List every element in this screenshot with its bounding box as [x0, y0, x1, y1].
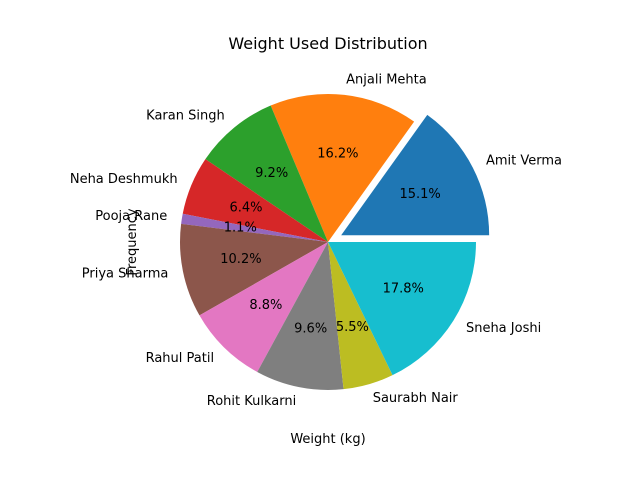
pie-slice-saurabh-nair [328, 242, 393, 390]
pie-slice-pooja-rane [181, 213, 328, 242]
slice-label-rahul-patil: Rahul Patil [146, 351, 214, 366]
slice-label-rohit-kulkarni: Rohit Kulkarni [207, 394, 296, 409]
x-axis-label: Weight (kg) [290, 432, 365, 447]
pie-slice-anjali-mehta [270, 94, 415, 242]
slice-label-neha-deshmukh: Neha Deshmukh [70, 172, 178, 187]
pie-slice-rohit-kulkarni [257, 242, 344, 390]
pie-slice-neha-deshmukh [182, 159, 328, 242]
percent-label-karan-singh: 9.2% [255, 166, 288, 181]
percent-labels: 15.1% 16.2% 9.2% 6.4% 1.1% 10.2% 8.8% 9.6% 5.5% 1… [220, 146, 441, 336]
percent-label-priya-sharma: 10.2% [220, 252, 261, 267]
percent-label-anjali-mehta: 16.2% [317, 146, 358, 161]
percent-label-amit-verma: 15.1% [399, 187, 440, 202]
slice-label-anjali-mehta: Anjali Mehta [346, 73, 427, 88]
slice-label-saurabh-nair: Saurabh Nair [373, 391, 459, 406]
pie-slice-priya-sharma [180, 223, 328, 316]
pie-slices [180, 94, 490, 390]
percent-label-pooja-rane: 1.1% [224, 221, 257, 236]
slice-label-sneha-joshi: Sneha Joshi [466, 321, 541, 336]
percent-label-neha-deshmukh: 6.4% [229, 200, 262, 215]
percent-label-rahul-patil: 8.8% [249, 298, 282, 313]
slice-labels: Amit Verma Anjali Mehta Karan Singh Neha De… [70, 73, 562, 409]
chart-title: Weight Used Distribution [228, 34, 427, 53]
percent-label-rohit-kulkarni: 9.6% [294, 322, 327, 337]
slice-label-karan-singh: Karan Singh [146, 109, 225, 124]
slice-label-priya-sharma: Priya Sharma [82, 267, 169, 282]
pie-slice-rahul-patil [199, 242, 328, 372]
slice-label-amit-verma: Amit Verma [486, 153, 562, 168]
slice-label-pooja-rane: Pooja Rane [95, 209, 167, 224]
y-axis-label: Frequency [125, 208, 140, 275]
pie-slice-sneha-joshi [328, 242, 476, 376]
pie-slice-karan-singh [205, 105, 328, 242]
percent-label-saurabh-nair: 5.5% [336, 320, 369, 335]
percent-label-sneha-joshi: 17.8% [383, 282, 424, 297]
pie-slice-amit-verma [341, 114, 490, 236]
